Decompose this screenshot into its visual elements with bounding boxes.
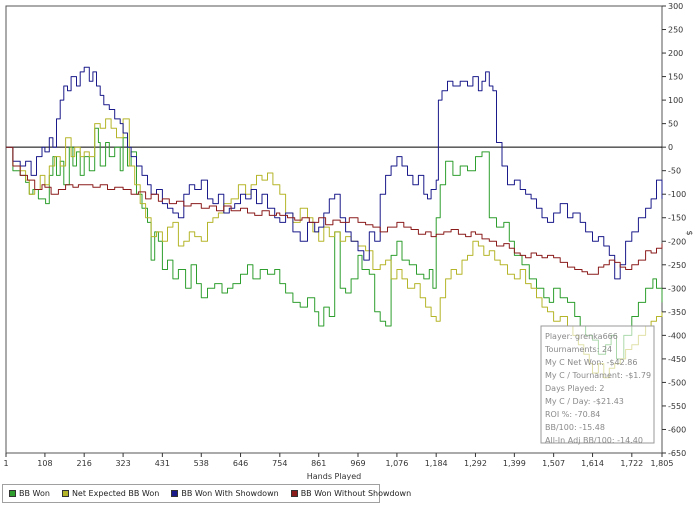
x-tick-label: 323 xyxy=(115,459,130,468)
x-tick-label: 431 xyxy=(155,459,170,468)
stat-per-day: My C / Day: -$21.43 xyxy=(545,397,624,406)
x-axis-title: Hands Played xyxy=(307,472,361,480)
legend-item-bb-won[interactable]: BB Won xyxy=(9,489,50,498)
legend-item-without-showdown[interactable]: BB Won Without Showdown xyxy=(290,489,412,498)
stat-net-won: My C Net Won: -$42.86 xyxy=(545,358,637,367)
chart-area: 1 108 216 323 431 538 646 754 861 969 1,076 1,184 1,… xyxy=(3,2,694,480)
y-tick-label: -250 xyxy=(668,261,686,270)
legend-item-net-expected[interactable]: Net Expected BB Won xyxy=(61,489,160,498)
stat-tournaments: Tournaments: 24 xyxy=(544,345,612,354)
x-tick-label: 969 xyxy=(350,459,365,468)
y-tick-label: -650 xyxy=(668,449,686,458)
x-tick-label: 646 xyxy=(233,459,248,468)
series-line-1 xyxy=(6,127,663,360)
y-tick-label: -50 xyxy=(668,167,681,176)
y-tick-label: -350 xyxy=(668,308,686,317)
y-tick-label: -400 xyxy=(668,331,686,340)
y-tick-label: -100 xyxy=(668,190,686,199)
x-tick-label: 1,722 xyxy=(620,459,643,468)
series-line-4 xyxy=(6,146,663,275)
legend-swatch xyxy=(290,490,298,497)
y-tick-label: -550 xyxy=(668,402,686,411)
y-axis-title: $ xyxy=(685,230,694,235)
stat-player: Player: grenka666 xyxy=(545,332,618,341)
y-tick-label: 250 xyxy=(668,26,683,35)
y-tick-label: -450 xyxy=(668,355,686,364)
y-tick-label: -600 xyxy=(668,425,686,434)
y-tick-label: 150 xyxy=(668,73,683,82)
legend-label: BB Won xyxy=(19,489,50,498)
x-tick-label: 216 xyxy=(77,459,92,468)
legend: BB Won Net Expected BB Won BB Won With S… xyxy=(2,484,411,503)
y-tick-label: 300 xyxy=(668,2,683,11)
y-tick-label: 200 xyxy=(668,49,683,58)
legend-swatch xyxy=(171,490,179,497)
stat-bb100: BB/100: -15.48 xyxy=(545,423,605,432)
x-tick-label: 1 xyxy=(3,459,8,468)
legend-swatch xyxy=(9,490,16,497)
y-tick-label: 100 xyxy=(668,96,683,105)
stats-box: Player: grenka666 Tournaments: 24 My C N… xyxy=(540,325,655,445)
stat-allin-bb100: All-In Adj BB/100: -14.40 xyxy=(545,436,643,445)
legend-item-with-showdown[interactable]: BB Won With Showdown xyxy=(171,489,279,498)
legend-label: BB Won Without Showdown xyxy=(300,489,412,498)
stat-roi: ROI %: -70.84 xyxy=(545,410,600,419)
x-tick-label: 1,507 xyxy=(542,459,565,468)
y-tick-label: -300 xyxy=(668,284,686,293)
legend-label: Net Expected BB Won xyxy=(71,489,160,498)
legend-label: BB Won With Showdown xyxy=(181,489,279,498)
x-tick-label: 1,076 xyxy=(385,459,408,468)
x-tick-label: 754 xyxy=(272,459,287,468)
x-tick-label: 1,399 xyxy=(503,459,526,468)
x-tick-label: 1,805 xyxy=(651,459,674,468)
x-tick-label: 108 xyxy=(37,459,52,468)
x-tick-label: 1,292 xyxy=(464,459,487,468)
y-tick-label: 0 xyxy=(668,143,673,152)
series-line-3 xyxy=(6,66,663,280)
x-tick-label: 538 xyxy=(194,459,209,468)
y-tick-label: 50 xyxy=(668,120,678,129)
y-tick-label: -200 xyxy=(668,237,686,246)
legend-swatch xyxy=(61,490,69,497)
stat-per-tournament: My C / Tournament: -$1.79 xyxy=(545,371,651,380)
stat-days-played: Days Played: 2 xyxy=(545,384,605,393)
series-line-2 xyxy=(6,118,663,379)
x-tick-label: 1,184 xyxy=(425,459,448,468)
x-tick-label: 861 xyxy=(311,459,326,468)
y-tick-label: -150 xyxy=(668,214,686,223)
y-tick-label: -500 xyxy=(668,378,686,387)
x-tick-label: 1,614 xyxy=(581,459,604,468)
